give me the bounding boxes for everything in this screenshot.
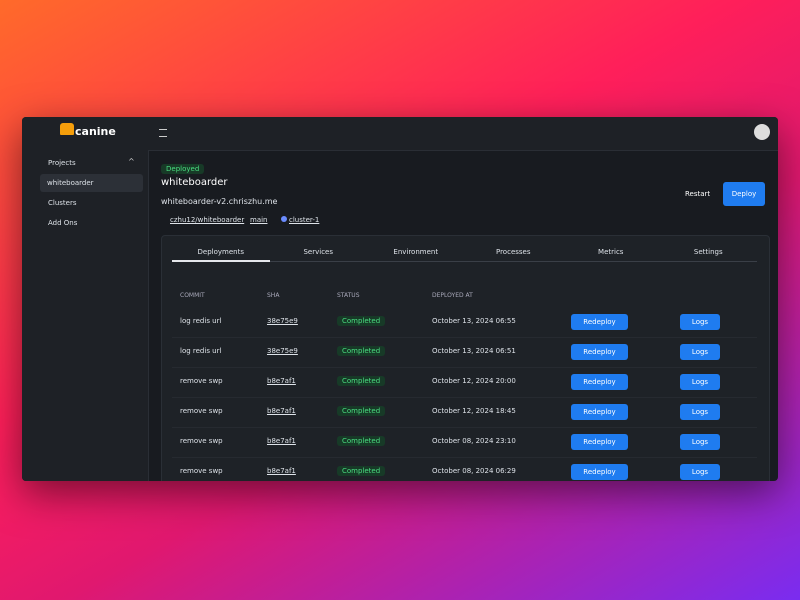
status-badge: Completed xyxy=(337,316,386,326)
deployed-at: October 12, 2024 18:45 xyxy=(432,407,516,415)
column-header: COMMIT xyxy=(180,292,205,299)
sha-link[interactable]: b8e7af1 xyxy=(267,437,296,445)
redeploy-button[interactable]: Redeploy xyxy=(571,314,628,330)
status-badge: Completed xyxy=(337,376,386,386)
commit: remove swp xyxy=(180,437,223,445)
chevron: ^ xyxy=(128,157,135,166)
redeploy-button[interactable]: Redeploy xyxy=(571,344,628,360)
logs-button[interactable]: Logs xyxy=(680,404,720,420)
branch-link[interactable]: main xyxy=(250,216,268,224)
status-badge: Completed xyxy=(337,436,386,446)
brand: canine xyxy=(75,125,116,138)
tab[interactable]: Services xyxy=(303,248,334,256)
deployed-at: October 08, 2024 23:10 xyxy=(432,437,516,445)
tab[interactable]: Processes xyxy=(495,248,531,256)
logo-icon xyxy=(60,123,74,135)
status-badge: Completed xyxy=(337,406,386,416)
nav-item[interactable]: Projects xyxy=(48,159,76,167)
cluster-link[interactable]: cluster-1 xyxy=(289,216,320,224)
redeploy-button[interactable]: Redeploy xyxy=(571,434,628,450)
status-badge: Deployed xyxy=(161,164,205,174)
menu-icon[interactable] xyxy=(159,129,167,137)
nav-active xyxy=(40,174,143,192)
tab[interactable]: Environment xyxy=(393,248,439,256)
tab[interactable]: Settings xyxy=(693,248,723,256)
sha-link[interactable]: b8e7af1 xyxy=(267,407,296,415)
deploy-button[interactable]: Deploy xyxy=(723,182,765,206)
commit: log redis url xyxy=(180,317,222,325)
nav-item[interactable]: whiteboarder xyxy=(47,179,94,187)
tab[interactable]: Metrics xyxy=(598,248,624,256)
row-rule xyxy=(172,367,757,368)
commit: remove swp xyxy=(180,407,223,415)
row-rule xyxy=(172,427,757,428)
column-header: STATUS xyxy=(337,292,360,299)
avatar[interactable] xyxy=(754,124,770,140)
sha-link[interactable]: b8e7af1 xyxy=(267,467,296,475)
commit: remove swp xyxy=(180,467,223,475)
app-window: canine Projects ^ whiteboarder Clusters … xyxy=(22,117,778,481)
tab[interactable]: Deployments xyxy=(197,248,244,256)
project-url[interactable]: whiteboarder-v2.chriszhu.me xyxy=(161,197,278,206)
cluster-icon xyxy=(281,216,287,222)
deployed-at: October 13, 2024 06:55 xyxy=(432,317,516,325)
status-badge: Completed xyxy=(337,346,386,356)
tab-active-rule xyxy=(172,260,270,262)
project-title: whiteboarder xyxy=(161,177,228,188)
row-rule xyxy=(172,457,757,458)
column-header: DEPLOYED AT xyxy=(432,292,473,299)
logs-button[interactable]: Logs xyxy=(680,434,720,450)
status-badge: Completed xyxy=(337,466,386,476)
deployed-at: October 13, 2024 06:51 xyxy=(432,347,516,355)
repo-link[interactable]: czhu12/whiteboarder xyxy=(170,216,245,224)
logs-button[interactable]: Logs xyxy=(680,464,720,480)
sidebar: canine Projects ^ whiteboarder Clusters … xyxy=(22,117,149,481)
redeploy-button[interactable]: Redeploy xyxy=(571,404,628,420)
deployed-at: October 12, 2024 20:00 xyxy=(432,377,516,385)
commit: remove swp xyxy=(180,377,223,385)
deployments-card xyxy=(161,235,770,481)
restart-button[interactable]: Restart xyxy=(685,190,711,198)
redeploy-button[interactable]: Redeploy xyxy=(571,374,628,390)
nav-item[interactable]: Clusters xyxy=(48,199,77,207)
topbar xyxy=(148,117,778,151)
logs-button[interactable]: Logs xyxy=(680,374,720,390)
commit: log redis url xyxy=(180,347,222,355)
tab-rule xyxy=(172,261,757,262)
logs-button[interactable]: Logs xyxy=(680,314,720,330)
nav-item[interactable]: Add Ons xyxy=(48,219,78,227)
sha-link[interactable]: b8e7af1 xyxy=(267,377,296,385)
row-rule xyxy=(172,397,757,398)
sha-link[interactable]: 38e75e9 xyxy=(267,317,298,325)
redeploy-button[interactable]: Redeploy xyxy=(571,464,628,480)
sha-link[interactable]: 38e75e9 xyxy=(267,347,298,355)
column-header: SHA xyxy=(267,292,280,299)
row-rule xyxy=(172,337,757,338)
logs-button[interactable]: Logs xyxy=(680,344,720,360)
deployed-at: October 08, 2024 06:29 xyxy=(432,467,516,475)
